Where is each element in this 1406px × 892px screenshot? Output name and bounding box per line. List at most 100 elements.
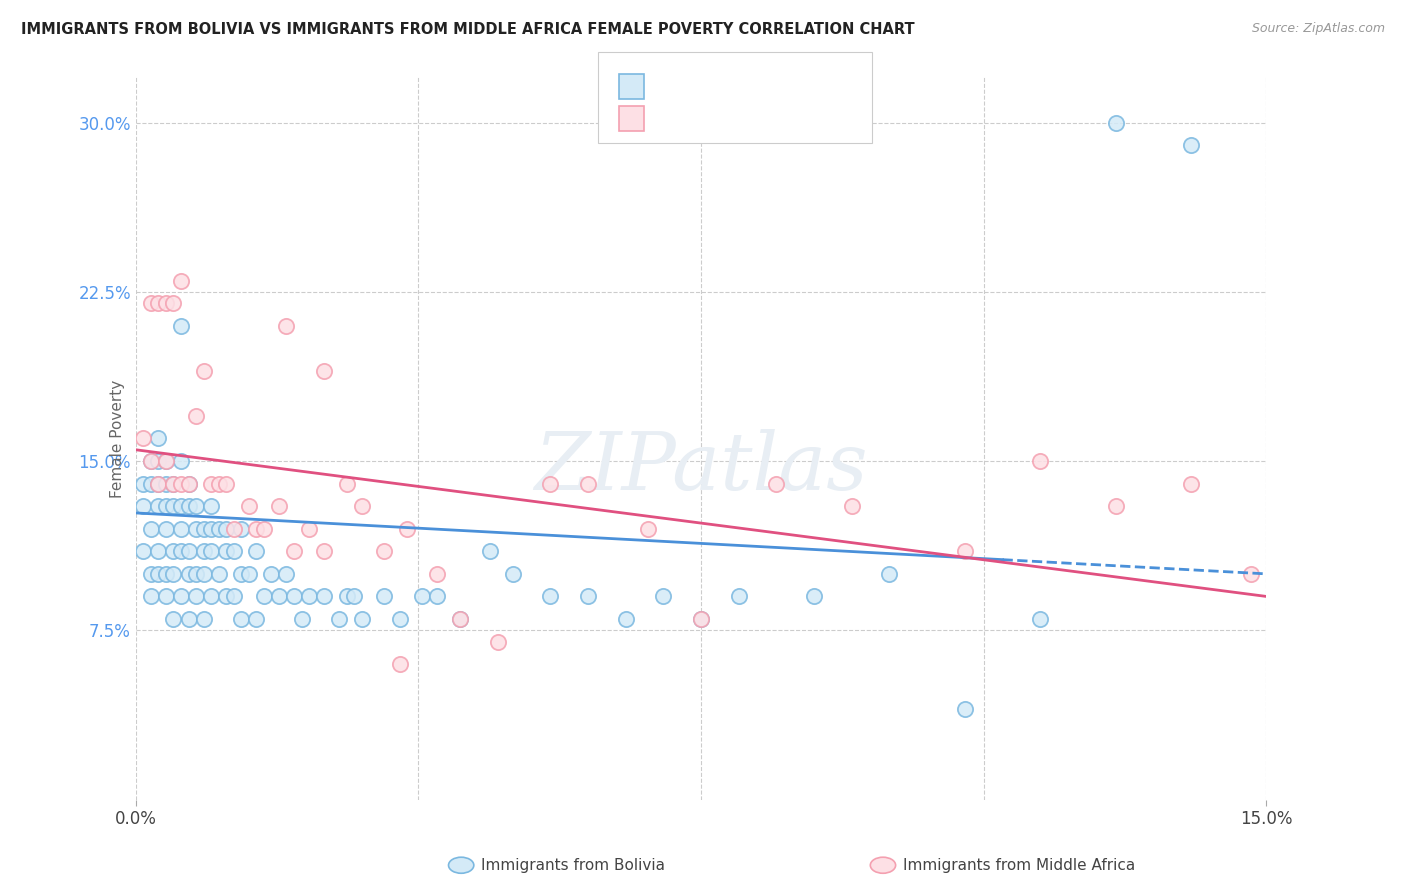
- Text: -0.374: -0.374: [686, 112, 741, 126]
- Point: [148, 296, 170, 310]
- Point: [1180, 138, 1202, 153]
- Point: [148, 499, 170, 513]
- Point: [276, 566, 298, 581]
- Text: 92: 92: [785, 78, 806, 92]
- Point: [1104, 115, 1126, 129]
- Point: [727, 590, 749, 604]
- Point: [170, 544, 193, 558]
- Point: [177, 476, 200, 491]
- Point: [803, 590, 825, 604]
- Point: [1180, 476, 1202, 491]
- Y-axis label: Female Poverty: Female Poverty: [110, 379, 125, 498]
- Point: [231, 566, 253, 581]
- Point: [231, 522, 253, 536]
- Point: [486, 634, 509, 648]
- Point: [652, 590, 675, 604]
- Point: [538, 590, 561, 604]
- Point: [155, 454, 177, 468]
- Point: [162, 544, 184, 558]
- Point: [690, 612, 713, 626]
- Point: [576, 476, 599, 491]
- Point: [139, 522, 162, 536]
- Point: [170, 499, 193, 513]
- Text: N =: N =: [754, 112, 787, 126]
- Point: [576, 590, 599, 604]
- Point: [245, 522, 267, 536]
- Text: R =: R =: [655, 78, 689, 92]
- Point: [614, 612, 637, 626]
- Point: [215, 590, 238, 604]
- Point: [283, 544, 305, 558]
- Point: [170, 590, 193, 604]
- Point: [148, 544, 170, 558]
- Point: [177, 476, 200, 491]
- Point: [193, 544, 215, 558]
- Point: [208, 566, 231, 581]
- Point: [314, 364, 336, 378]
- Point: [449, 612, 471, 626]
- Point: [953, 544, 976, 558]
- Point: [170, 476, 193, 491]
- Point: [177, 612, 200, 626]
- Point: [139, 566, 162, 581]
- Text: -0.104: -0.104: [686, 78, 741, 92]
- Point: [290, 612, 312, 626]
- Point: [841, 499, 863, 513]
- Point: [260, 566, 283, 581]
- Point: [200, 544, 222, 558]
- Point: [177, 566, 200, 581]
- Text: Immigrants from Bolivia: Immigrants from Bolivia: [481, 858, 665, 872]
- Point: [253, 590, 276, 604]
- Text: ZIPatlas: ZIPatlas: [534, 429, 868, 506]
- Point: [162, 296, 184, 310]
- Point: [200, 590, 222, 604]
- Point: [170, 522, 193, 536]
- Point: [184, 522, 207, 536]
- Point: [162, 476, 184, 491]
- Point: [215, 522, 238, 536]
- Point: [139, 454, 162, 468]
- Point: [155, 296, 177, 310]
- Point: [193, 612, 215, 626]
- Point: [132, 499, 155, 513]
- Point: [139, 296, 162, 310]
- Point: [132, 544, 155, 558]
- Text: N =: N =: [754, 78, 787, 92]
- Point: [222, 590, 245, 604]
- Point: [155, 499, 177, 513]
- Point: [765, 476, 787, 491]
- Point: [1104, 499, 1126, 513]
- Text: IMMIGRANTS FROM BOLIVIA VS IMMIGRANTS FROM MIDDLE AFRICA FEMALE POVERTY CORRELAT: IMMIGRANTS FROM BOLIVIA VS IMMIGRANTS FR…: [21, 22, 915, 37]
- Text: 46: 46: [785, 112, 806, 126]
- Point: [200, 476, 222, 491]
- Point: [200, 522, 222, 536]
- Point: [298, 522, 321, 536]
- Point: [411, 590, 433, 604]
- Point: [373, 590, 395, 604]
- Point: [245, 544, 267, 558]
- Point: [502, 566, 524, 581]
- Point: [139, 590, 162, 604]
- Point: [637, 522, 659, 536]
- Point: [396, 522, 419, 536]
- Point: [184, 499, 207, 513]
- Point: [162, 476, 184, 491]
- Point: [177, 544, 200, 558]
- Point: [538, 476, 561, 491]
- Point: [373, 544, 395, 558]
- Point: [193, 522, 215, 536]
- Point: [343, 590, 366, 604]
- Point: [148, 454, 170, 468]
- Point: [155, 522, 177, 536]
- Point: [336, 476, 359, 491]
- Point: [222, 522, 245, 536]
- Point: [208, 522, 231, 536]
- Point: [208, 476, 231, 491]
- Point: [283, 590, 305, 604]
- Point: [132, 476, 155, 491]
- Point: [238, 499, 260, 513]
- Point: [222, 544, 245, 558]
- Point: [148, 566, 170, 581]
- Point: [879, 566, 901, 581]
- Text: Immigrants from Middle Africa: Immigrants from Middle Africa: [903, 858, 1135, 872]
